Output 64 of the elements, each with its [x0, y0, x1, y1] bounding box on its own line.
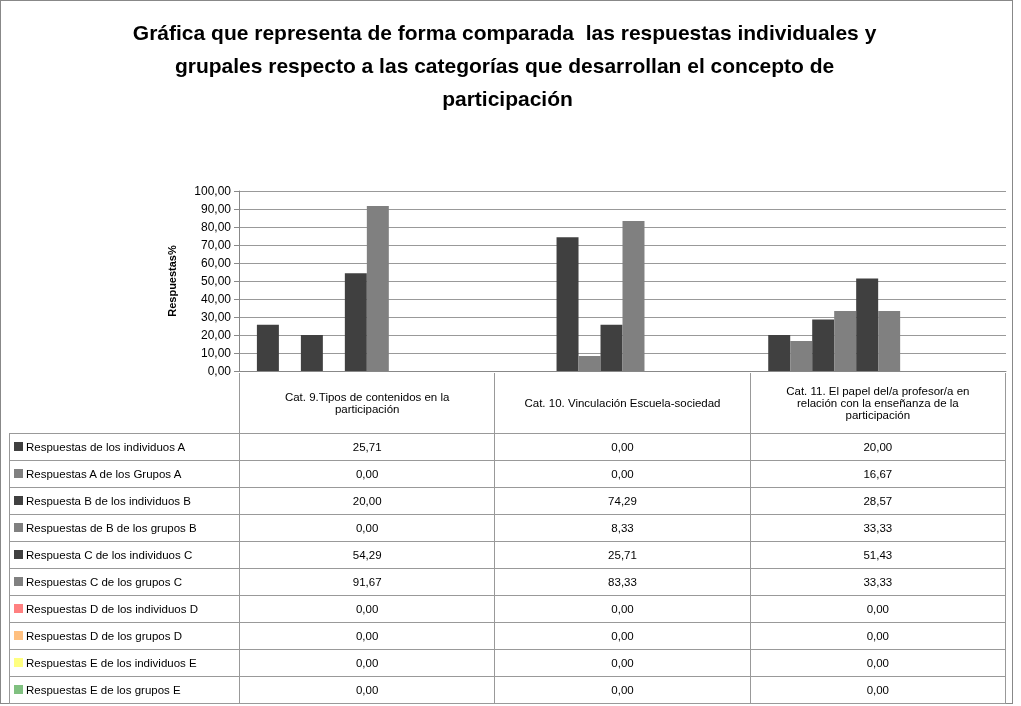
data-label: 0,00: [239, 595, 495, 622]
legend-label: Respuestas A de los Grupos A: [9, 460, 240, 487]
data-label: 28,57: [750, 487, 1006, 514]
data-label: 0,00: [239, 514, 495, 541]
data-label: 0,00: [494, 622, 751, 649]
bar: [768, 335, 791, 371]
x-tick-label: Cat. 10. Vinculación Escuela-sociedad: [494, 373, 751, 433]
data-label: 20,00: [750, 433, 1006, 460]
data-label: 0,00: [494, 595, 751, 622]
y-tick-label: 80,00: [200, 220, 232, 234]
y-tick-label: 10,00: [200, 346, 232, 360]
legend-label: Respuestas E de los individuos E: [9, 649, 240, 676]
data-label: 0,00: [494, 649, 751, 676]
data-label: 33,33: [750, 568, 1006, 595]
data-label: 8,33: [494, 514, 751, 541]
y-tick-label: 70,00: [200, 238, 232, 252]
bar: [300, 335, 323, 371]
x-tick-label: Cat. 9.Tipos de contenidos en la participación: [239, 373, 495, 433]
y-tick-label: 50,00: [200, 274, 232, 288]
y-tick-label: 40,00: [200, 292, 232, 306]
data-label: 51,43: [750, 541, 1006, 568]
data-label: 33,33: [750, 514, 1006, 541]
data-label: 0,00: [494, 676, 751, 703]
data-label: 0,00: [239, 676, 495, 703]
data-label: 54,29: [239, 541, 495, 568]
y-tick-label: 90,00: [200, 202, 232, 216]
data-label: 0,00: [239, 622, 495, 649]
data-label: 20,00: [239, 487, 495, 514]
data-label: 83,33: [494, 568, 751, 595]
y-tick-label: 30,00: [200, 310, 232, 324]
data-label: 25,71: [494, 541, 751, 568]
legend-label: Respuestas de B de los grupos B: [9, 514, 240, 541]
data-label: 0,00: [750, 676, 1006, 703]
data-label: 0,00: [494, 433, 751, 460]
y-tick-label: 100,00: [194, 184, 232, 198]
bar: [256, 324, 279, 371]
bar: [812, 319, 835, 371]
legend-label: Respuestas de los individuos A: [9, 433, 240, 460]
bar: [344, 273, 367, 371]
data-label: 0,00: [750, 649, 1006, 676]
data-label: 16,67: [750, 460, 1006, 487]
bar: [600, 324, 623, 371]
legend-label: Respuestas E de los grupos E: [9, 676, 240, 703]
legend-label: Respuestas D de los grupos D: [9, 622, 240, 649]
legend-label: Respuesta B de los individuos B: [9, 487, 240, 514]
legend-label: Respuesta C de los individuos C: [9, 541, 240, 568]
chart-title: Gráfica que representa de forma comparada las respuestas individuales y grupales respecto a las categorías que desarrollan el concepto de participación: [132, 21, 883, 110]
data-label: 0,00: [750, 595, 1006, 622]
data-label: 0,00: [494, 460, 751, 487]
legend-label: Respuestas D de los individuos D: [9, 595, 240, 622]
data-label: 0,00: [239, 649, 495, 676]
data-label: 74,29: [494, 487, 751, 514]
legend-label: Respuestas C de los grupos C: [9, 568, 240, 595]
data-label: 0,00: [239, 460, 495, 487]
data-label: 91,67: [239, 568, 495, 595]
y-axis-title: Respuestas%: [165, 245, 178, 317]
data-label: 25,71: [239, 433, 495, 460]
y-tick-label: 60,00: [200, 256, 232, 270]
bar: [556, 237, 579, 371]
x-tick-label: Cat. 11. El papel del/a profesor/a en relación con la enseñanza de la participación: [750, 373, 1006, 433]
y-tick-label: 0,00: [207, 364, 232, 378]
data-label: 0,00: [750, 622, 1006, 649]
bar: [856, 278, 879, 371]
y-tick-label: 20,00: [200, 328, 232, 342]
